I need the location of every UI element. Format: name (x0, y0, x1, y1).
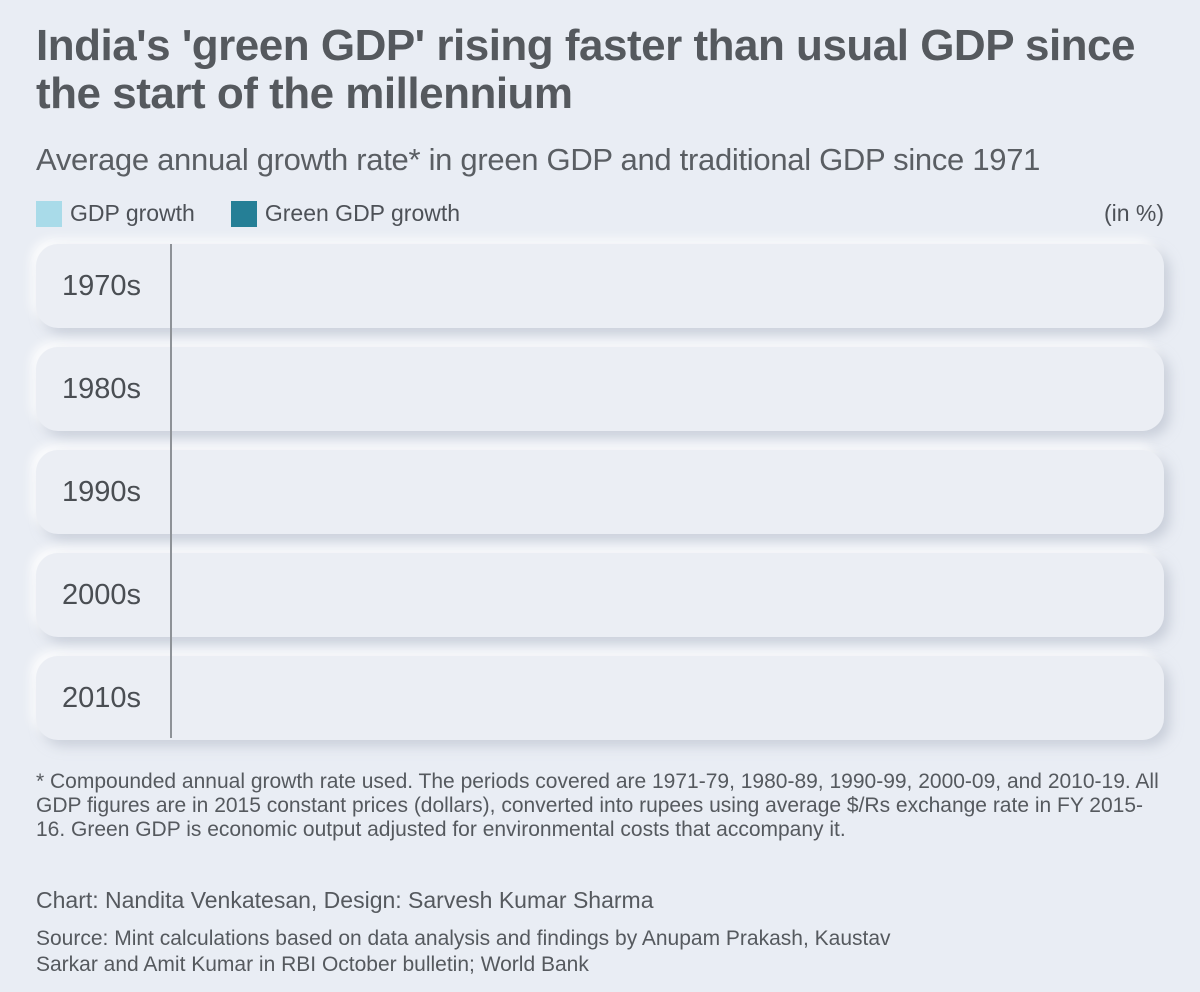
zero-axis-line (170, 244, 172, 738)
chart-area: 1970s 1980s 1990s 2000s 2010s (36, 244, 1164, 740)
category-label-1980s: 1980s (62, 372, 142, 405)
footnote: * Compounded annual growth rate used. Th… (36, 770, 1159, 841)
source-note: Source: Mint calculations based on data … (36, 927, 891, 976)
row-1990s: 1990s (36, 450, 1164, 534)
unit-label: (in %) (1103, 200, 1164, 226)
legend-swatch-green-gdp (230, 200, 257, 227)
legend: GDP growth Green GDP growth (36, 200, 496, 227)
chart-subtitle: Average annual growth rate* in green GDP… (36, 142, 1041, 177)
chart-title: India's 'green GDP' rising faster than u… (36, 21, 1136, 118)
category-label-1990s: 1990s (62, 475, 142, 508)
row-1970s: 1970s (36, 244, 1164, 328)
row-2000s: 2000s (36, 553, 1164, 637)
category-label-2000s: 2000s (62, 578, 142, 611)
legend-swatch-gdp (36, 200, 62, 227)
legend-item-gdp: GDP growth (36, 200, 195, 227)
row-1980s: 1980s (36, 347, 1164, 431)
category-label-1970s: 1970s (62, 269, 142, 302)
chart-credit: Chart: Nandita Venkatesan, Design: Sarve… (36, 887, 654, 913)
legend-label-gdp: GDP growth (70, 200, 195, 226)
legend-item-green-gdp: Green GDP growth (230, 200, 461, 227)
legend-label-green-gdp: Green GDP growth (264, 200, 461, 226)
row-2010s: 2010s (36, 656, 1164, 740)
category-label-2010s: 2010s (62, 681, 142, 714)
